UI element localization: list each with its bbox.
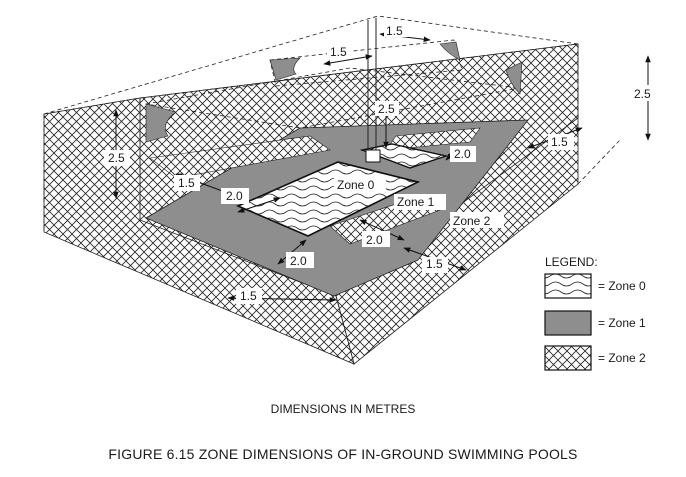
legend-swatch-zone-2 [544,345,592,371]
legend-heading: LEGEND: [545,255,598,269]
label-zone-1: Zone 1 [397,195,435,209]
label-zone-0: Zone 0 [337,178,375,192]
post [367,18,377,150]
dim-back-width: 1.5 [386,24,403,38]
legend-label-zone-1: = Zone 1 [598,316,646,330]
dim-front-inner-gap: 2.0 [290,254,307,268]
dim-small-pool-offset: 2.0 [454,147,471,161]
dim-pool-left-gap: 2.0 [226,189,243,203]
label-zone-2: Zone 2 [453,214,491,228]
zone-labels: Zone 0 Zone 1 Zone 2 [334,176,504,228]
dim-left-offset: 1.5 [178,176,195,190]
dim-back-height: 2.5 [634,87,651,101]
legend-swatch-zone-0 [544,273,592,299]
legend-label-zone-2: = Zone 2 [598,351,646,365]
dim-front-offset: 1.5 [240,289,257,303]
walkway-strip [149,135,331,179]
zone-edges [43,114,621,365]
legend-label-zone-0: = Zone 0 [598,279,646,293]
dimension-labels: 2.5 1.5 1.5 2.5 2.5 2.0 1.5 1.5 2.0 2.0 … [104,23,655,304]
dim-right-inner-gap: 2.0 [366,233,383,247]
small-pool-step [365,149,381,163]
legend: LEGEND: = Zone 0 = Zone 1 = Zone 2 [544,255,646,371]
dim-inner-depth: 1.5 [330,45,347,59]
zone-1-upper-marks [145,41,523,143]
figure-title: FIGURE 6.15 ZONE DIMENSIONS OF IN-GROUND… [108,446,578,462]
dim-right-side: 1.5 [551,135,568,149]
dim-right-front-offset: 1.5 [426,257,443,271]
dim-post-height: 2.5 [378,102,395,116]
legend-swatch-zone-1 [544,310,592,336]
units-note: DIMENSIONS IN METRES [270,402,416,416]
dim-left-height: 2.5 [108,151,125,165]
